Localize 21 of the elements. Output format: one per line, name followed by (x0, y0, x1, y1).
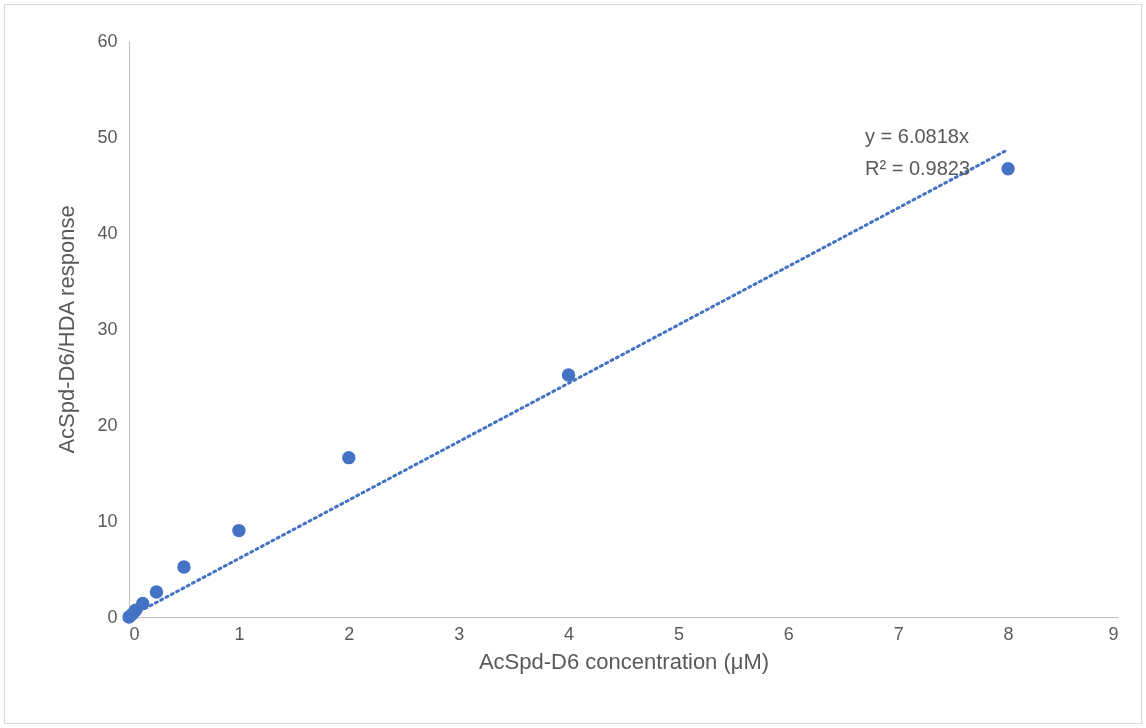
y-tick-label: 50 (97, 126, 118, 147)
x-tick-label: 2 (344, 623, 355, 644)
y-tick-label: 30 (97, 318, 118, 339)
y-tick-label: 20 (97, 414, 118, 435)
y-tick-label: 10 (97, 510, 118, 531)
x-tick-label: 0 (129, 623, 140, 644)
y-tick-label: 0 (107, 606, 118, 627)
y-tick-label: 60 (97, 30, 118, 51)
x-tick-label: 9 (1108, 623, 1119, 644)
x-tick-label: 6 (783, 623, 794, 644)
x-axis-title: AcSpd-D6 concentration (μM) (478, 648, 770, 674)
y-tick-label: 40 (97, 222, 118, 243)
x-tick-label: 5 (673, 623, 684, 644)
annotation: R² = 0.9823 (865, 157, 971, 179)
annotation: y = 6.0818x (865, 125, 969, 147)
x-tick-label: 7 (893, 623, 904, 644)
x-tick-label: 4 (564, 623, 575, 644)
x-tick-label: 3 (454, 623, 465, 644)
x-tick-label: 8 (1003, 623, 1014, 644)
x-tick-label: 1 (234, 623, 245, 644)
y-axis-title: AcSpd-D6/HDA response (54, 205, 80, 454)
